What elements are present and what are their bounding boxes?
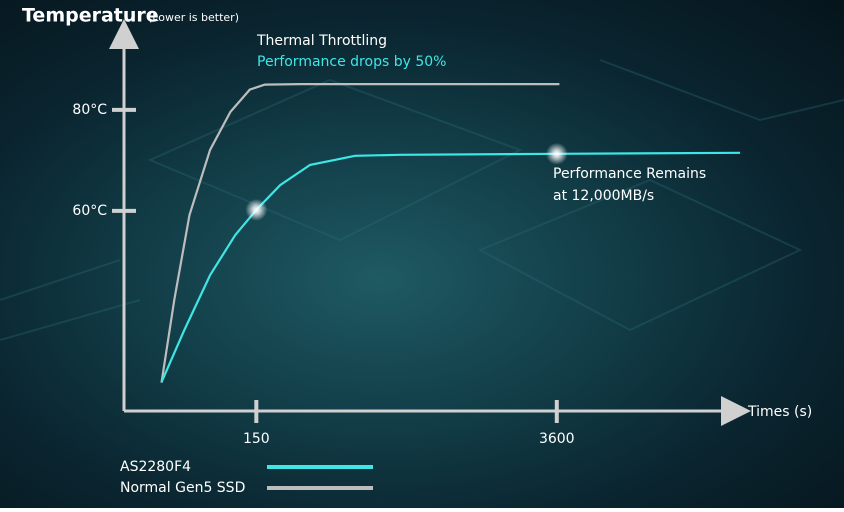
highlight-glow — [545, 142, 568, 165]
annotation: Performance drops by 50% — [257, 54, 446, 70]
series-line — [160, 151, 741, 383]
chart-title: Temperature — [22, 5, 159, 27]
circuit-decor — [0, 59, 844, 341]
annotation: at 12,000MB/s — [553, 188, 654, 204]
x-tick-label: 3600 — [539, 431, 575, 447]
legend-label: Normal Gen5 SSD — [120, 480, 245, 496]
y-tick-label: 60°C — [72, 203, 107, 219]
highlight-glow — [245, 198, 268, 221]
y-tick-label: 80°C — [72, 102, 107, 118]
series-line — [160, 83, 560, 383]
legend-label: AS2280F4 — [120, 459, 191, 475]
x-axis-label: Times (s) — [747, 404, 812, 420]
chart-subtitle: (Lower is better) — [148, 11, 239, 24]
x-tick-label: 150 — [243, 431, 270, 447]
annotation: Thermal Throttling — [256, 33, 387, 49]
annotation: Performance Remains — [553, 166, 706, 182]
